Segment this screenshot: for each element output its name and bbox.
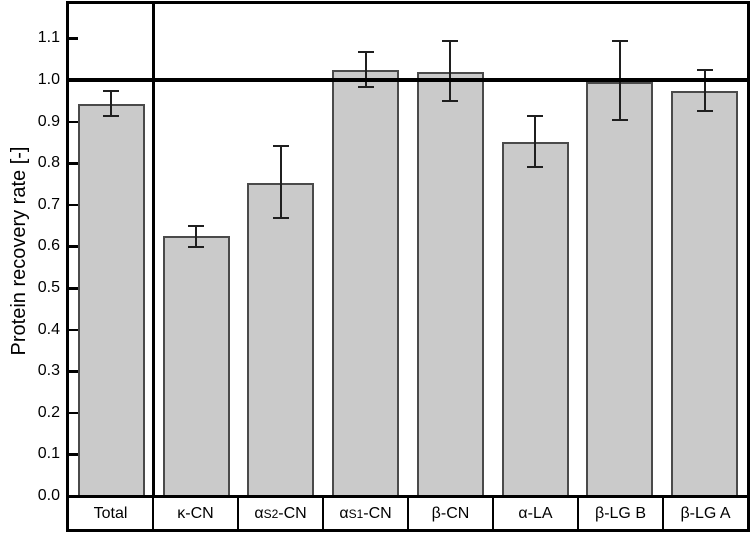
bar [586, 81, 654, 498]
y-tick [69, 37, 78, 40]
error-bar-cap-bottom [272, 217, 289, 220]
category-cell: α S1 -CN [324, 498, 409, 529]
y-tick-label: 0.2 [37, 403, 60, 421]
y-tick-label: 0.9 [37, 112, 60, 130]
reference-line [69, 78, 747, 82]
error-bar-cap-top [611, 39, 628, 42]
error-bar-cap-top [357, 50, 374, 53]
y-tick [69, 453, 78, 456]
error-bar-cap-bottom [103, 115, 120, 118]
error-bar-cap-top [103, 89, 120, 92]
bar [332, 70, 400, 498]
error-bar-cap-bottom [442, 99, 459, 102]
bar [501, 141, 569, 498]
category-cell: β-LG B [579, 498, 664, 529]
category-cell: β-LG A [664, 498, 747, 529]
plot-area-frame [66, 1, 750, 498]
x-axis-category-row: Total κ-CN α S2 -CN α S1 -CN β-CN α-LA β-LG B β-LG … [66, 498, 750, 532]
y-tick [69, 162, 78, 165]
y-tick-label: 0.5 [37, 279, 60, 296]
y-tick-label: 1.1 [37, 29, 60, 47]
error-bar-cap-top [272, 145, 289, 148]
category-label: β-LG B [595, 504, 646, 522]
error-bar-stem [534, 116, 537, 167]
error-bar-stem [279, 146, 282, 219]
category-cell: κ-CN [154, 498, 239, 529]
bar [162, 236, 230, 498]
category-label: β-LG A [680, 504, 731, 522]
error-bar-cap-bottom [611, 118, 628, 121]
y-tick [69, 245, 78, 248]
error-bar-cap-bottom [188, 245, 205, 248]
category-label: β-CN [431, 504, 470, 522]
error-bar-stem [110, 90, 113, 117]
bar [671, 90, 739, 498]
y-tick-label: 0.8 [37, 154, 60, 172]
category-cell: β-CN [409, 498, 494, 529]
y-tick [69, 370, 78, 373]
y-tick [69, 328, 78, 332]
category-label: α-LA [518, 504, 553, 522]
category-label-suffix: -CN [363, 504, 392, 522]
error-bar-stem [703, 70, 706, 111]
y-tick-label: 0.3 [37, 362, 60, 380]
category-cell: Total [69, 498, 154, 529]
bar [247, 182, 315, 498]
y-tick-label: 0.0 [37, 487, 60, 504]
category-cell: α-LA [494, 498, 579, 529]
error-bar-cap-top [188, 225, 205, 228]
y-tick [69, 287, 78, 290]
error-bar-cap-top [527, 115, 544, 118]
y-tick-label: 1.0 [37, 71, 60, 88]
category-label: Total [93, 504, 128, 522]
error-bar-stem [364, 51, 367, 88]
error-bar-stem [195, 226, 198, 247]
category-label-suffix: -CN [278, 504, 307, 522]
y-tick-label: 0.1 [37, 445, 60, 463]
category-label: κ-CN [177, 504, 214, 522]
error-bar-stem [449, 40, 452, 101]
y-tick-label: 0.7 [37, 195, 60, 213]
bar [416, 72, 484, 498]
y-tick-label: 0.6 [37, 237, 60, 255]
y-tick [69, 203, 78, 207]
y-tick [69, 120, 78, 124]
category-label: α [339, 504, 349, 522]
error-bar-cap-bottom [527, 165, 544, 168]
category-cell: α S2 -CN [239, 498, 324, 529]
total-separator-line [152, 4, 155, 496]
y-tick [69, 411, 78, 415]
error-bar-cap-bottom [696, 109, 713, 112]
bar [77, 103, 145, 498]
error-bar-cap-top [442, 39, 459, 42]
error-bar-cap-top [696, 69, 713, 72]
error-bar-cap-bottom [357, 86, 374, 89]
y-tick-label: 0.4 [37, 320, 60, 338]
category-label: α [254, 504, 264, 522]
